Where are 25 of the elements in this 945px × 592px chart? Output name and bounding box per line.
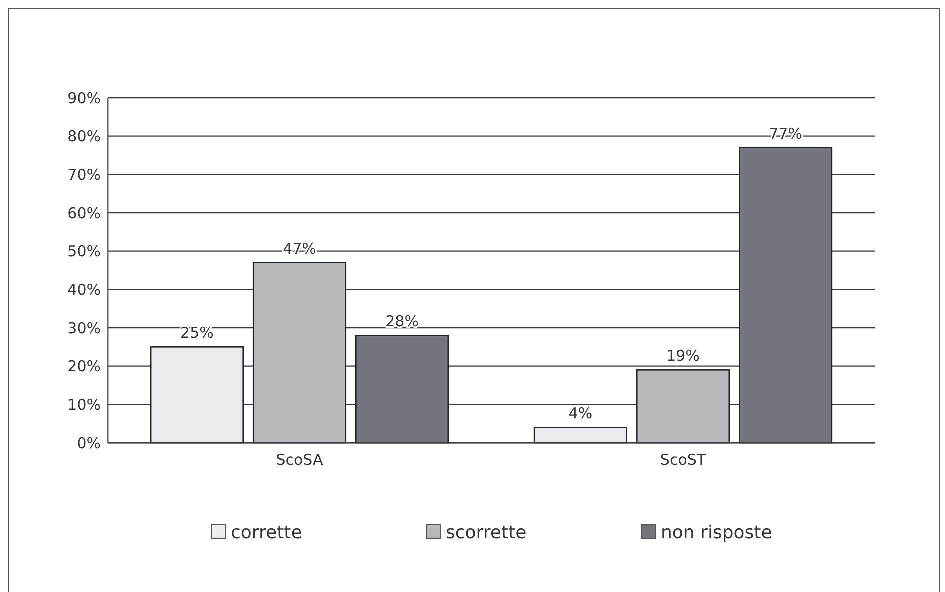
y-tick-label: 90%	[68, 89, 101, 108]
y-tick-label: 60%	[68, 204, 101, 222]
bar	[150, 346, 244, 444]
data-label: 4%	[568, 404, 593, 423]
bar	[738, 147, 833, 444]
x-tick-label: ScoSA	[276, 451, 324, 469]
y-tick-label: 0%	[77, 434, 101, 452]
y-tick-label: 10%	[68, 396, 101, 414]
bar	[636, 370, 730, 444]
bar	[252, 262, 347, 444]
y-tick-label: 20%	[68, 358, 101, 376]
y-tick-label: 40%	[68, 280, 101, 299]
data-label: 28%	[386, 312, 419, 331]
data-label: 19%	[666, 347, 700, 366]
bar	[355, 335, 450, 444]
x-tick-label: ScoST	[660, 451, 707, 469]
legend-label: corrette	[231, 522, 302, 544]
y-tick-label: 50%	[68, 242, 101, 261]
legend-label: scorrette	[446, 522, 527, 544]
y-tick-label: 30%	[68, 319, 101, 338]
y-tick-label: 70%	[68, 166, 101, 184]
data-label: 25%	[180, 324, 214, 342]
legend-label: non risposte	[661, 522, 772, 544]
y-tick-label: 80%	[68, 128, 101, 146]
bar	[534, 427, 628, 444]
